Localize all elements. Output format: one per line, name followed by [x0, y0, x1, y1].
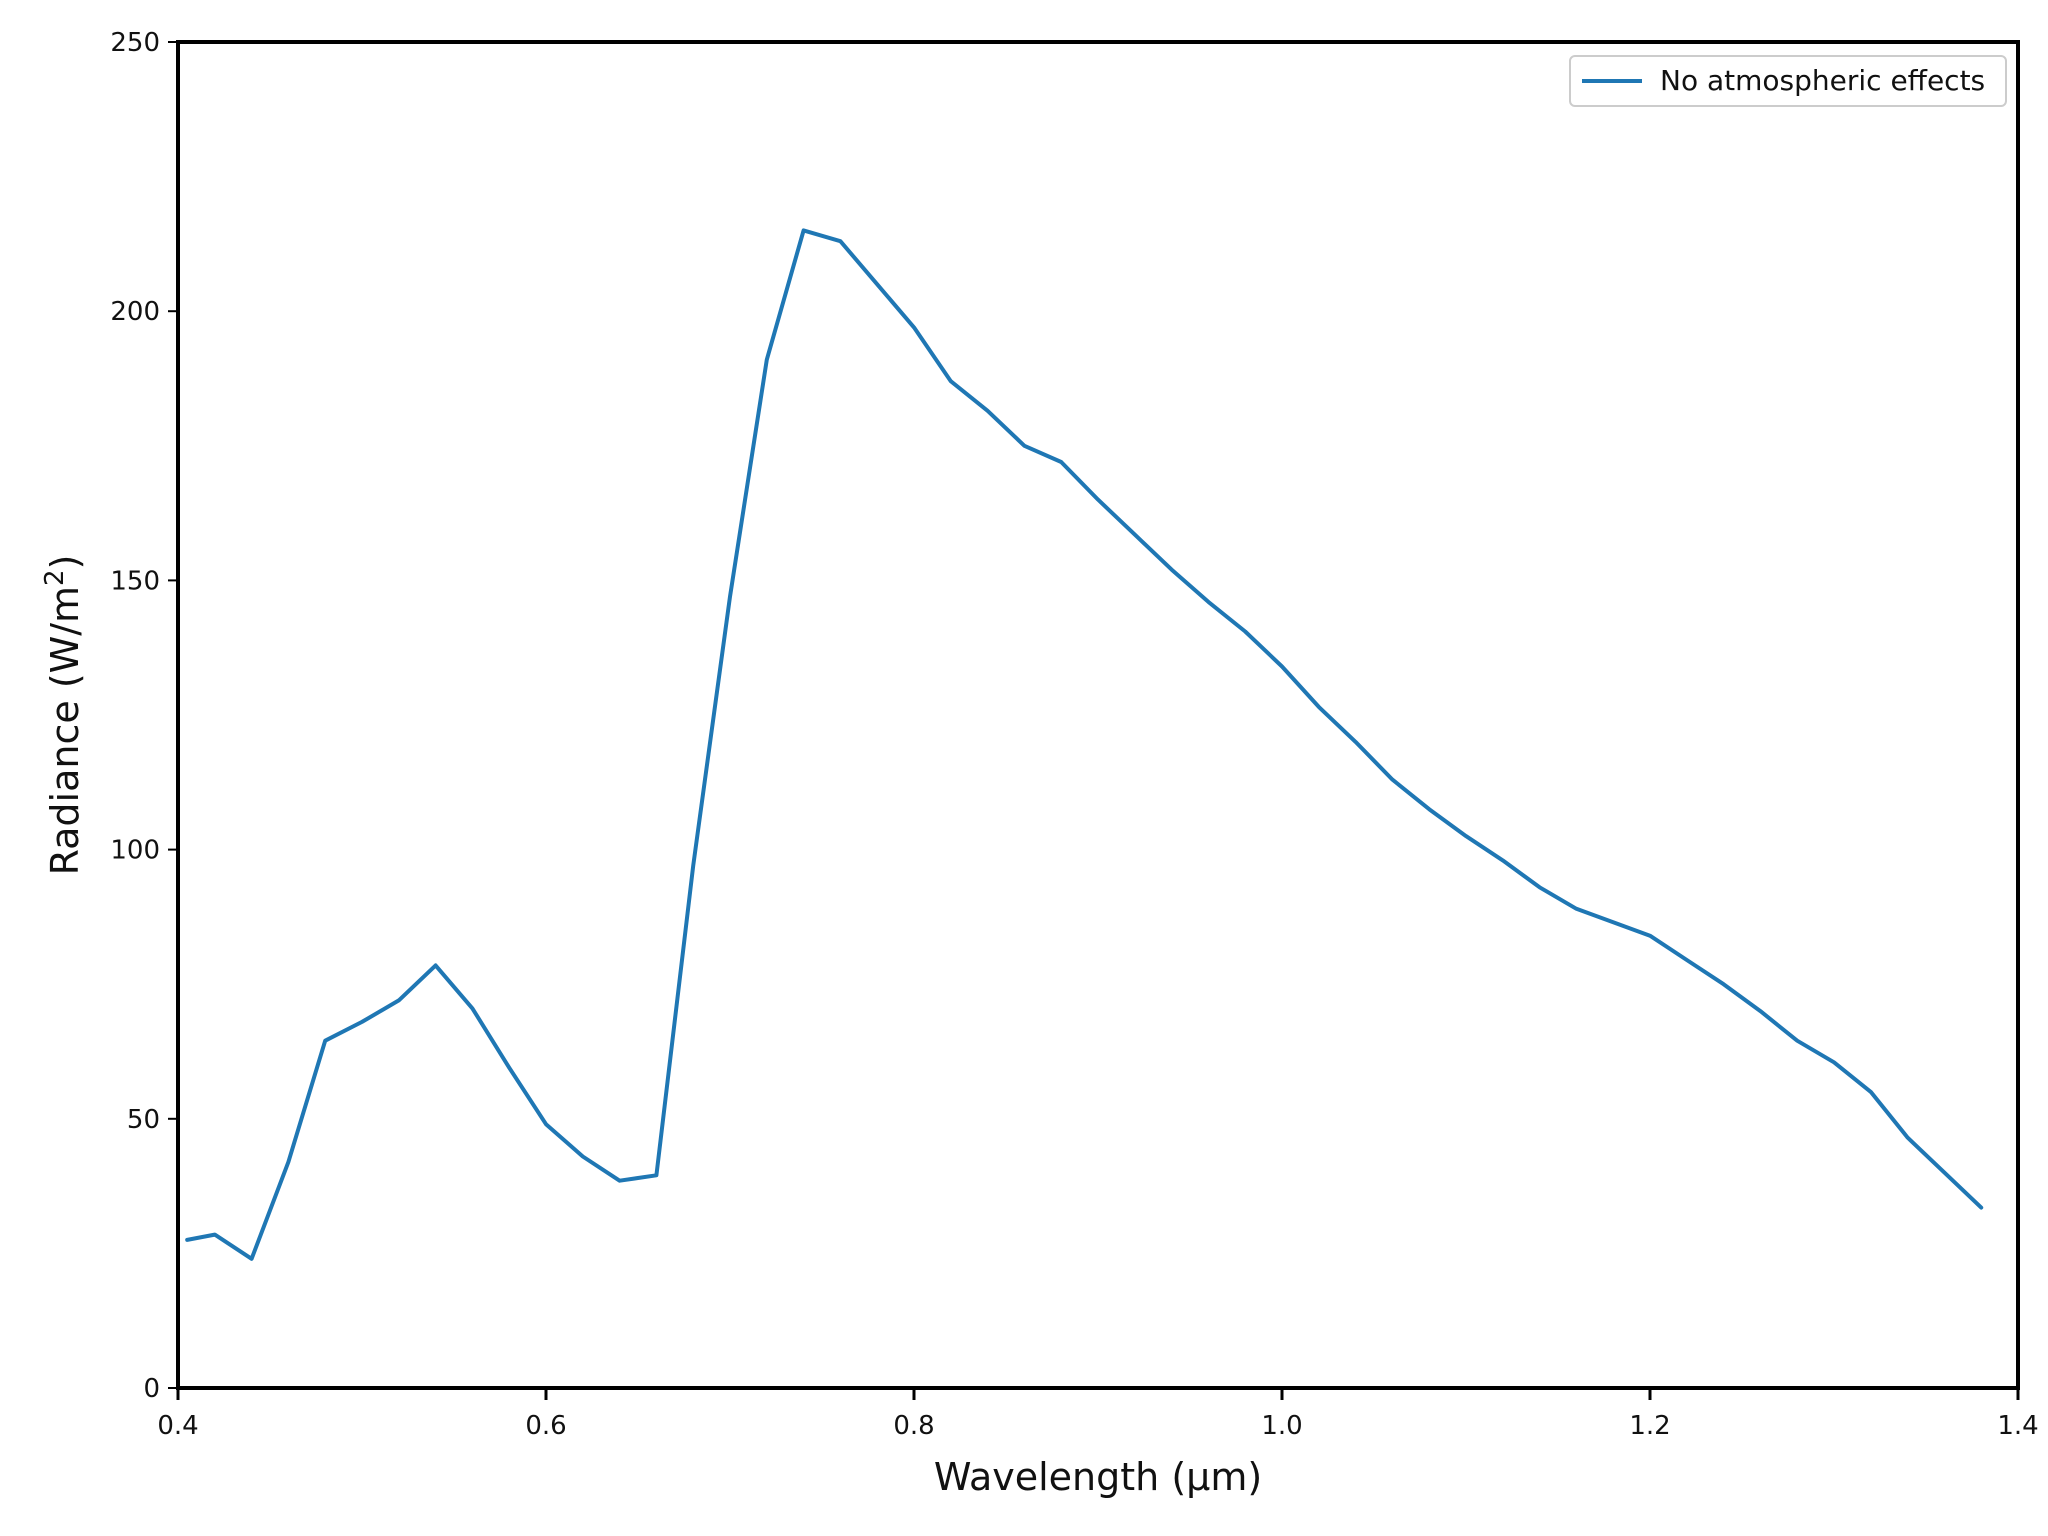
legend-label: No atmospheric effects	[1660, 64, 1985, 97]
y-axis-ticks: 0 50 100 150 200 250	[110, 28, 178, 1404]
legend-box	[1569, 55, 2007, 107]
y-tick-label: 100	[110, 836, 160, 866]
series-layer	[185, 228, 1984, 1261]
x-axis-ticks: 0.4 0.6 0.8 1.0 1.2 1.4	[157, 1388, 2039, 1441]
x-axis-title: Wavelength (μm)	[934, 1455, 1262, 1499]
y-tick-label: 0	[143, 1374, 160, 1404]
y-axis-title-sup: 2	[40, 569, 70, 586]
y-axis-title: Radiance (W/m2)	[40, 555, 87, 876]
y-tick-label: 150	[110, 566, 160, 596]
x-tick-label: 1.4	[1997, 1411, 2038, 1441]
x-tick-label: 0.8	[893, 1411, 934, 1441]
y-axis-title-close: )	[43, 555, 87, 570]
y-tick-label: 250	[110, 28, 160, 58]
y-tick-label: 200	[110, 297, 160, 327]
x-tick-label: 1.2	[1629, 1411, 1670, 1441]
y-tick-label: 50	[127, 1105, 160, 1135]
x-tick-label: 0.6	[525, 1411, 566, 1441]
x-tick-label: 1.0	[1261, 1411, 1302, 1441]
legend: No atmospheric effects	[1569, 55, 2007, 107]
plot-frame	[176, 40, 2020, 1390]
y-axis-title-main: Radiance (W/m	[43, 586, 87, 875]
series-line	[185, 228, 1984, 1261]
x-tick-label: 0.4	[157, 1411, 198, 1441]
